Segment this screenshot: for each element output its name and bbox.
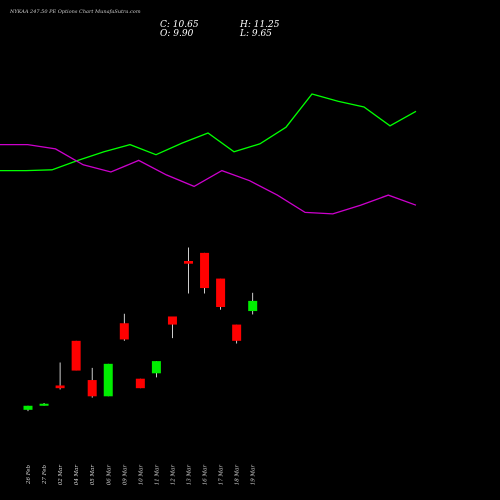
date-tick-label: 17 Mar <box>219 465 225 486</box>
date-tick-label: 11 Mar <box>154 465 160 486</box>
candle-05-mar <box>87 367 97 398</box>
candle-body <box>151 361 161 374</box>
candle-body <box>135 378 145 389</box>
candle-06-mar <box>103 363 113 397</box>
candle-09-mar <box>119 313 129 341</box>
date-tick-label: 16 Mar <box>203 465 209 486</box>
date-axis: 26 Feb 27 Feb 02 Mar 04 Mar 05 Mar 06 Mar 09 M… <box>26 465 257 486</box>
candle-26-feb <box>23 405 33 412</box>
candle-body <box>119 323 129 340</box>
candle-body <box>167 316 177 325</box>
chart-title: NYKAA 247.50 PE Options Chart MunafaSutr… <box>9 9 141 15</box>
candlestick-series <box>23 247 258 412</box>
open-label: O: 9.90 <box>160 29 194 39</box>
date-tick-label: 12 Mar <box>170 465 176 486</box>
high-label: H: 11.25 <box>239 20 280 30</box>
candle-body <box>55 385 65 389</box>
green-indicator-line <box>0 93 417 172</box>
date-tick-label: 19 Mar <box>251 465 257 486</box>
candle-body <box>232 324 242 341</box>
candle-19-mar <box>248 292 258 315</box>
date-tick-label: 18 Mar <box>235 465 241 486</box>
candle-02-mar <box>55 362 65 390</box>
candle-body <box>23 405 33 410</box>
candle-11-mar <box>151 361 161 378</box>
candle-body <box>103 363 113 397</box>
candle-27-feb <box>39 403 49 406</box>
candle-16-mar <box>200 252 210 294</box>
low-label: L: 9.65 <box>239 29 272 39</box>
close-label: C: 10.65 <box>160 20 199 30</box>
date-tick-label: 27 Feb <box>42 465 48 486</box>
candle-10-mar <box>135 378 145 389</box>
date-tick-label: 02 Mar <box>58 465 64 486</box>
candle-body <box>184 261 193 264</box>
candle-body <box>216 278 226 307</box>
candle-body <box>39 403 49 406</box>
indicator-lines <box>0 93 417 215</box>
candle-body <box>87 380 97 397</box>
date-tick-label: 05 Mar <box>90 465 96 486</box>
candle-18-mar <box>232 324 242 344</box>
candle-body <box>248 300 258 312</box>
magenta-indicator-line <box>0 143 417 215</box>
candle-17-mar <box>216 278 226 310</box>
date-tick-label: 06 Mar <box>106 465 112 486</box>
candle-body <box>71 340 81 371</box>
date-tick-label: 09 Mar <box>122 465 128 486</box>
date-tick-label: 26 Feb <box>26 465 32 486</box>
date-tick-label: 10 Mar <box>138 465 144 486</box>
candle-13-mar <box>184 247 193 294</box>
candle-04-mar <box>71 340 81 371</box>
date-tick-label: 13 Mar <box>187 465 193 486</box>
candle-body <box>200 252 210 289</box>
date-tick-label: 04 Mar <box>74 465 80 486</box>
candle-12-mar <box>167 316 177 339</box>
